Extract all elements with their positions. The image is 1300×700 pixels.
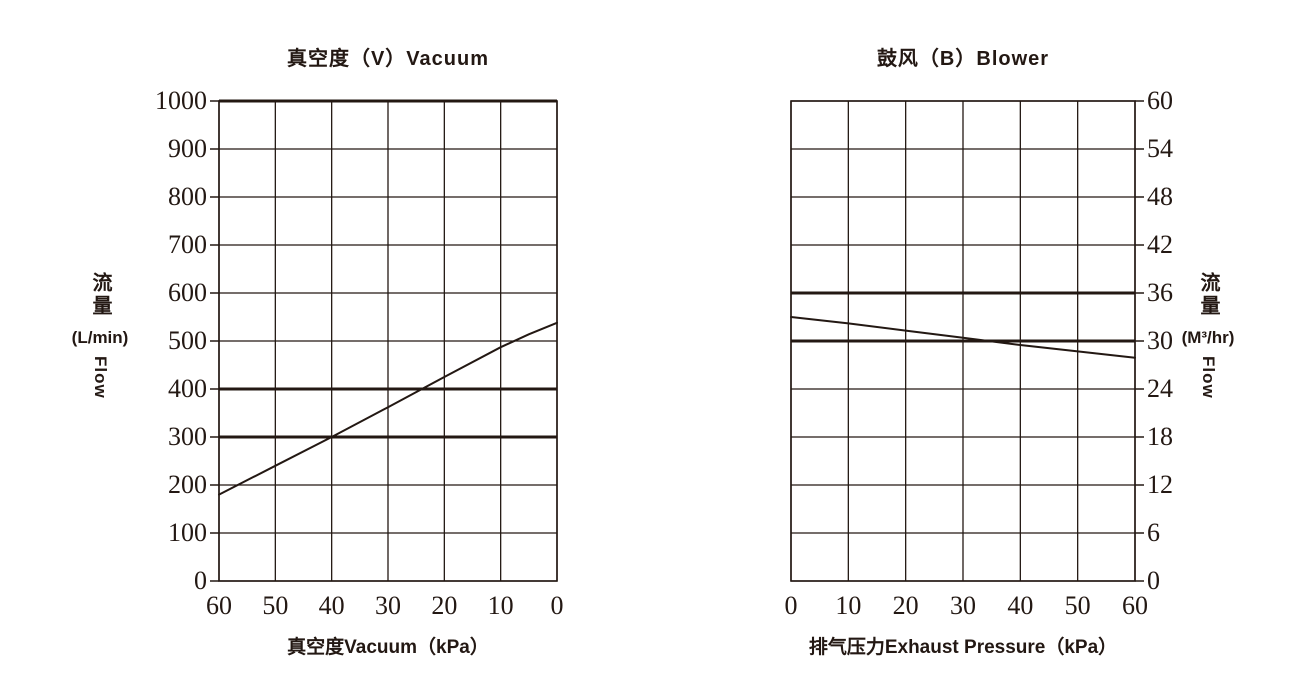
y-tick-label: 0 bbox=[194, 566, 207, 595]
y-tick-label: 500 bbox=[168, 326, 207, 355]
x-tick-label: 10 bbox=[487, 591, 514, 620]
y-tick-label: 0 bbox=[1147, 566, 1160, 595]
x-tick-label: 60 bbox=[206, 591, 232, 620]
x-tick-label: 50 bbox=[1064, 591, 1091, 620]
y-tick-label: 12 bbox=[1147, 470, 1173, 499]
vacuum-flow-curve bbox=[218, 321, 558, 496]
blower-y-axis-label: 流量 (M³/hr) Flow bbox=[1160, 272, 1256, 399]
x-tick-label: 40 bbox=[318, 591, 345, 620]
x-tick-label: 0 bbox=[784, 591, 798, 620]
flow-label-en: Flow bbox=[1199, 356, 1218, 399]
vacuum-plot-area bbox=[210, 99, 558, 582]
y-tick-label: 300 bbox=[168, 422, 207, 451]
x-tick-label: 30 bbox=[950, 591, 976, 620]
y-tick-label: 60 bbox=[1147, 86, 1173, 115]
y-tick-label: 36 bbox=[1147, 278, 1173, 307]
vacuum-y-axis-label: 流量 (L/min) Flow bbox=[52, 272, 148, 399]
x-tick-label: 20 bbox=[431, 591, 458, 620]
y-tick-label: 42 bbox=[1147, 230, 1173, 259]
y-tick-label: 18 bbox=[1147, 422, 1173, 451]
plot-border bbox=[218, 100, 558, 582]
vacuum-x-axis-title: 真空度Vacuum（kPa） bbox=[287, 637, 489, 658]
y-tick-label: 30 bbox=[1147, 326, 1173, 355]
y-tick-label: 100 bbox=[168, 518, 207, 547]
blower-chart-title: 鼓风（B）Blower bbox=[876, 48, 1050, 70]
y-tick-label: 6 bbox=[1147, 518, 1160, 547]
vacuum-chart-title: 真空度（V）Vacuum bbox=[286, 48, 490, 70]
flow-unit-label: (M³/hr) bbox=[1181, 328, 1235, 347]
plot-border bbox=[790, 100, 1136, 582]
x-tick-label: 0 bbox=[550, 591, 564, 620]
x-tick-label: 60 bbox=[1122, 591, 1148, 620]
blower-plot-area bbox=[790, 100, 1144, 582]
x-tick-label: 10 bbox=[835, 591, 862, 620]
y-tick-label: 400 bbox=[168, 374, 207, 403]
flow-label-cn: 流量 bbox=[89, 272, 111, 318]
y-tick-label: 24 bbox=[1147, 374, 1173, 403]
y-tick-label: 1000 bbox=[155, 86, 207, 115]
x-tick-label: 30 bbox=[375, 591, 401, 620]
flow-label-en: Flow bbox=[91, 356, 110, 399]
flow-label-cn: 流量 bbox=[1197, 272, 1219, 318]
x-tick-label: 40 bbox=[1007, 591, 1034, 620]
y-tick-label: 48 bbox=[1147, 182, 1173, 211]
blower-x-axis-title: 排气压力Exhaust Pressure（kPa） bbox=[808, 637, 1118, 658]
y-tick-label: 600 bbox=[168, 278, 207, 307]
flow-unit-label: (L/min) bbox=[71, 328, 129, 347]
y-tick-label: 800 bbox=[168, 182, 207, 211]
y-tick-label: 200 bbox=[168, 470, 207, 499]
blower-flow-curve bbox=[790, 316, 1136, 359]
y-tick-label: 54 bbox=[1147, 134, 1173, 163]
x-tick-label: 20 bbox=[892, 591, 919, 620]
y-tick-label: 900 bbox=[168, 134, 207, 163]
y-tick-label: 700 bbox=[168, 230, 207, 259]
x-tick-label: 50 bbox=[262, 591, 289, 620]
